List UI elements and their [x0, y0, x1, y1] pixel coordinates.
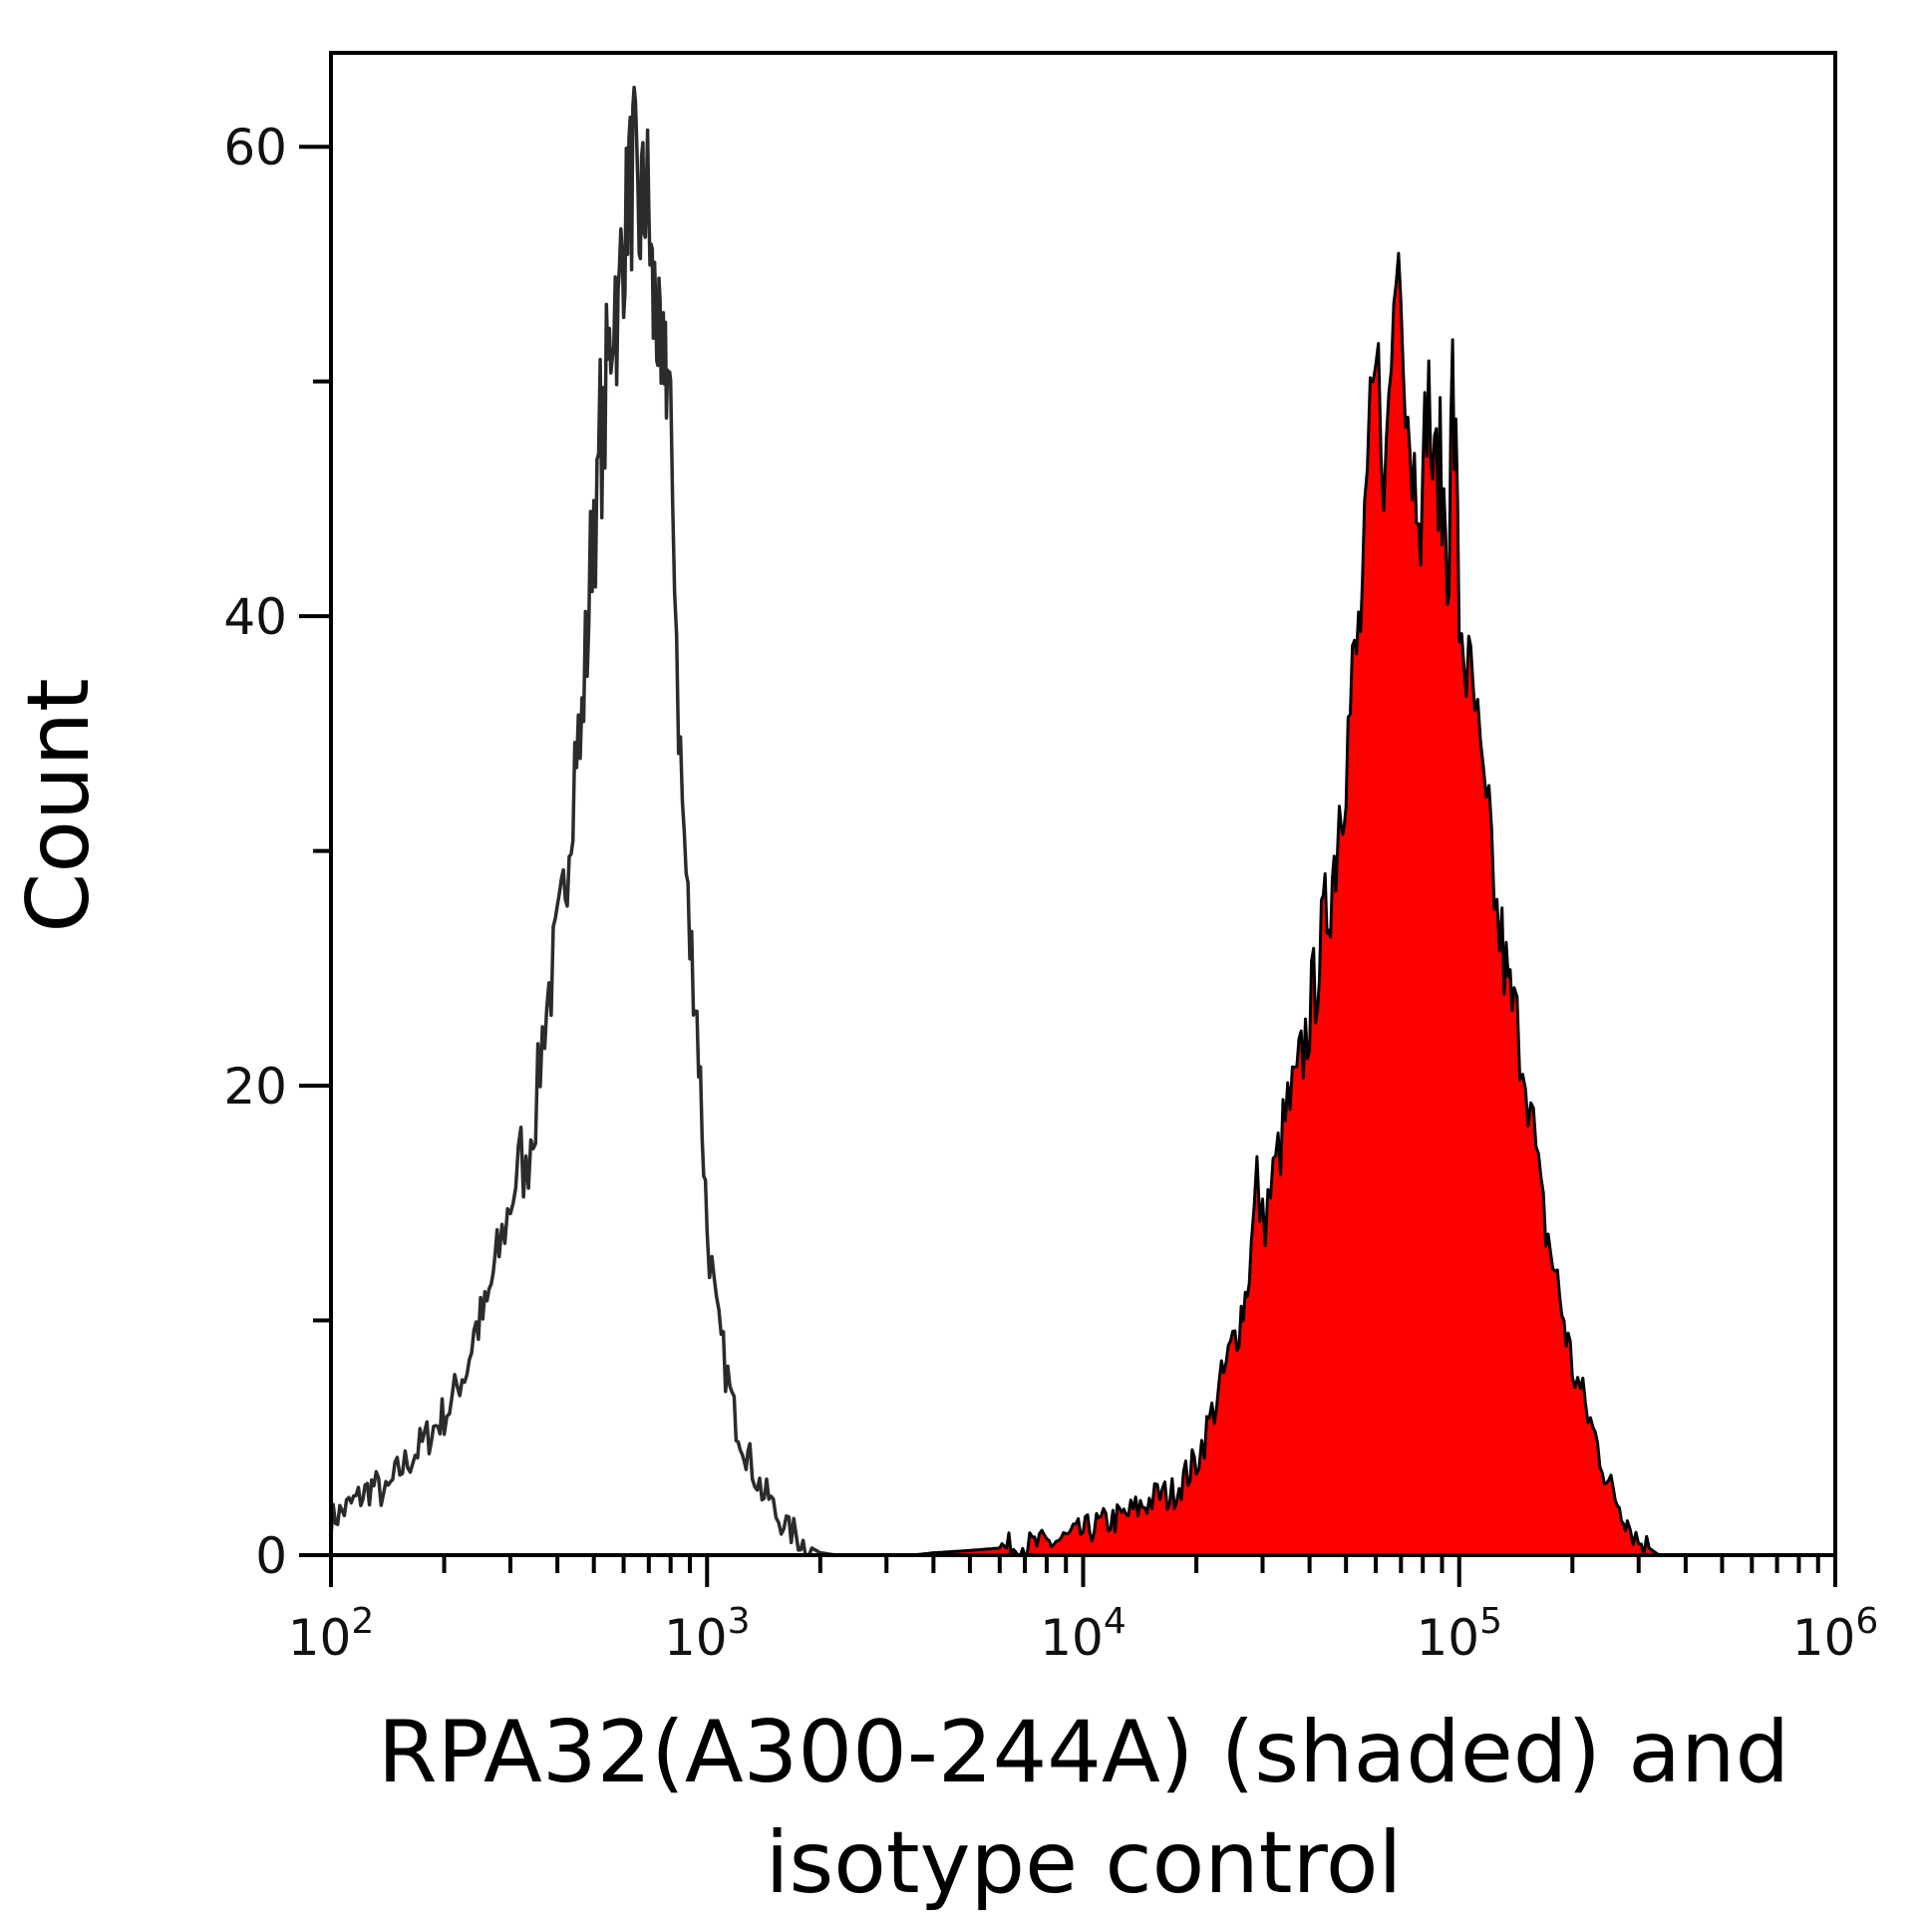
plot-frame	[329, 51, 1837, 1557]
y-tick-label: 60	[223, 119, 287, 176]
x-axis-title-line-1: RPA32(A300-244A) (shaded) and	[378, 1703, 1789, 1802]
x-tick-label: 105	[1416, 1601, 1502, 1667]
x-tick-label: 102	[288, 1601, 375, 1667]
x-tick-label: 103	[664, 1601, 751, 1667]
x-tick-label: 106	[1792, 1601, 1879, 1667]
y-tick-label: 20	[223, 1058, 287, 1116]
isotype-control-histogram-line	[329, 85, 836, 1557]
y-axis-title: Count	[9, 678, 109, 932]
axis-layer: 0 20 40 60 102 103 104 105 106	[223, 51, 1879, 1667]
x-axis-title-line-2: isotype control	[766, 1813, 1403, 1913]
y-tick-label: 0	[255, 1527, 287, 1585]
label-layer: Count RPA32(A300-244A) (shaded) and isot…	[9, 678, 1789, 1913]
series-layer	[329, 85, 1661, 1557]
shaded-histogram-fill	[911, 253, 1660, 1556]
y-tick-label: 40	[223, 588, 287, 646]
shaded-histogram-outline	[911, 251, 1661, 1557]
x-tick-label: 104	[1040, 1601, 1127, 1667]
